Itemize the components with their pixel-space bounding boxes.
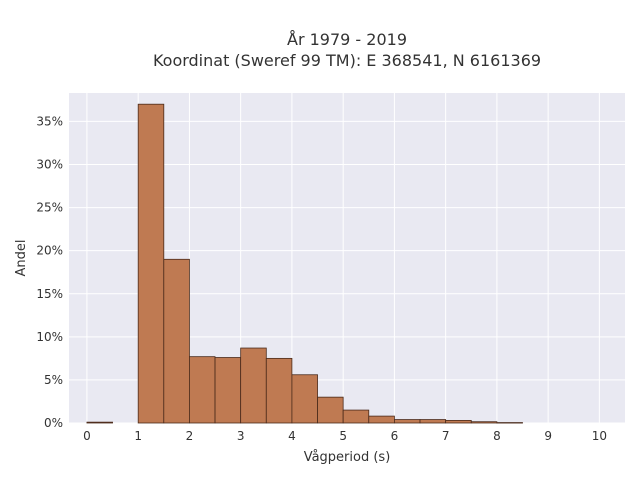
y-tick-label: 30% — [36, 158, 63, 172]
y-tick-label: 15% — [36, 287, 63, 301]
x-tick-label: 2 — [186, 429, 194, 443]
x-tick-label: 8 — [493, 429, 501, 443]
x-axis-label: Vågperiod (s) — [304, 450, 391, 465]
histogram-bar — [419, 419, 447, 424]
y-tick-label: 35% — [36, 114, 63, 128]
x-tick-label: 0 — [83, 429, 91, 443]
histogram-bar — [265, 357, 293, 424]
chart-title: År 1979 - 2019 — [287, 30, 407, 49]
histogram-bar — [317, 396, 344, 424]
histogram-bar — [496, 422, 523, 424]
histogram-bar — [163, 258, 190, 424]
x-tick-label: 5 — [339, 429, 347, 443]
y-tick-label: 20% — [36, 244, 63, 258]
x-tick-label: 9 — [544, 429, 552, 443]
y-tick-label: 25% — [36, 201, 63, 215]
chart-subtitle: Koordinat (Sweref 99 TM): E 368541, N 61… — [153, 51, 541, 70]
x-tick-label: 6 — [391, 429, 399, 443]
grid — [69, 93, 625, 424]
x-tick-label: 10 — [592, 429, 607, 443]
y-tick-label: 5% — [44, 373, 63, 387]
histogram-bar — [445, 420, 472, 424]
histogram-bar — [137, 103, 165, 424]
y-tick-label: 10% — [36, 330, 63, 344]
tick-labels: 0 1 2 3 4 5 6 7 8 9 10 0% 5% 10% 15% 20% 25% 30% 35% — [36, 114, 607, 443]
histogram-bar — [291, 374, 318, 424]
y-axis-label: Andel — [14, 240, 29, 277]
histogram-bar — [470, 421, 498, 424]
histogram-bar — [368, 415, 395, 424]
y-tick-label: 0% — [44, 416, 63, 430]
x-tick-label: 3 — [237, 429, 245, 443]
histogram-bar — [342, 409, 370, 424]
histogram-bar — [189, 356, 216, 424]
bars — [86, 103, 523, 424]
x-tick-label: 7 — [442, 429, 450, 443]
histogram-bar — [394, 419, 421, 424]
histogram-bar — [86, 421, 113, 424]
histogram-bar — [240, 347, 267, 424]
x-tick-label: 1 — [134, 429, 142, 443]
x-tick-label: 4 — [288, 429, 296, 443]
histogram-bar — [214, 357, 242, 424]
